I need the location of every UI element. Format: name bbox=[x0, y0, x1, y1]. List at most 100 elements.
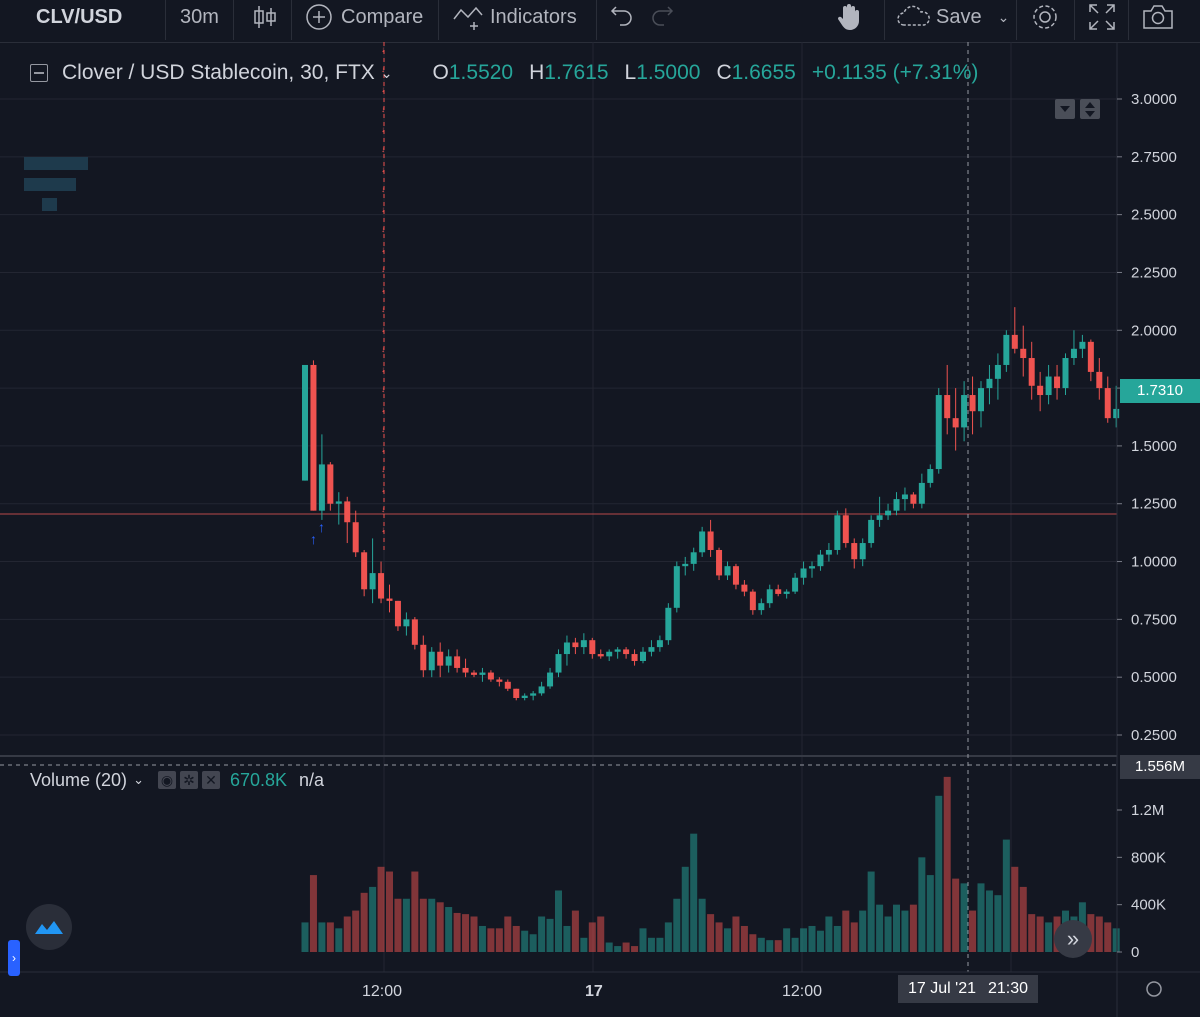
collapse-legend-icon[interactable] bbox=[30, 64, 48, 82]
sell-arrow-marker: ↓ bbox=[381, 325, 385, 334]
volume-bar bbox=[791, 937, 799, 952]
candle-body bbox=[792, 577, 799, 592]
candle-body bbox=[1113, 408, 1120, 419]
chart-area[interactable]: ↑ ↑ ↓ ↓ ↓ ↓ ↓ ↓ ↓ ↓ ↓ ↓ ↓ ↓ ↓ ↓ ↓ ↓ ↓ ↓ ↓ ↓ ↓ ↓ ↓ ↓ ↓ 3.0000 2.75… bbox=[0, 42, 1200, 1017]
candle-body bbox=[1096, 371, 1103, 389]
scroll-to-realtime-button[interactable]: » bbox=[1054, 920, 1092, 958]
candle-body bbox=[910, 494, 917, 504]
collapse-icon bbox=[1060, 106, 1070, 112]
sell-arrow-marker: ↓ bbox=[381, 85, 385, 94]
sell-arrow-marker: ↓ bbox=[381, 245, 385, 254]
price-tick-label: 2.5000 bbox=[1131, 207, 1177, 224]
axis-settings-gear-icon[interactable] bbox=[1146, 981, 1162, 997]
candle-body bbox=[690, 552, 697, 564]
volume-bar bbox=[842, 910, 850, 952]
gear-icon bbox=[1033, 5, 1057, 29]
redo-button[interactable] bbox=[650, 0, 674, 34]
candle-body bbox=[445, 656, 452, 666]
indicators-button[interactable]: Indicators bbox=[452, 0, 577, 34]
high-value: 1.7615 bbox=[544, 61, 609, 84]
volume-bar bbox=[774, 940, 782, 952]
symbol-title[interactable]: Clover / USD Stablecoin, 30, FTX bbox=[62, 61, 375, 84]
candle-body bbox=[538, 686, 545, 694]
volume-bar bbox=[428, 898, 436, 952]
volume-bar bbox=[495, 928, 503, 952]
price-tick-label: 0.7500 bbox=[1131, 611, 1177, 628]
candle-body bbox=[825, 549, 832, 555]
chart-type-button[interactable] bbox=[250, 0, 280, 34]
gear-icon[interactable]: ✲ bbox=[179, 771, 198, 789]
volume-bar bbox=[343, 916, 351, 952]
candle-body bbox=[783, 591, 790, 594]
candle-body bbox=[580, 640, 587, 648]
candle-body bbox=[471, 672, 477, 675]
reorder-icon[interactable] bbox=[1080, 99, 1100, 119]
close-icon[interactable]: ✕ bbox=[201, 771, 220, 789]
chevron-down-icon[interactable]: ⌄ bbox=[997, 8, 1010, 25]
fullscreen-button[interactable] bbox=[1088, 0, 1116, 34]
candle-body bbox=[859, 543, 866, 560]
candle-body bbox=[665, 607, 672, 641]
close-value: 1.6655 bbox=[731, 61, 796, 84]
candle-body bbox=[310, 364, 317, 511]
volume-title[interactable]: Volume (20) bbox=[30, 769, 128, 790]
expand-sidebar-button[interactable]: › bbox=[8, 940, 20, 976]
change-value: +0.1135 (+7.31%) bbox=[811, 61, 979, 84]
undo-button[interactable] bbox=[610, 0, 634, 34]
divider bbox=[291, 0, 292, 40]
sell-arrow-marker: ↓ bbox=[381, 405, 385, 414]
candle-body bbox=[893, 499, 900, 511]
candle-body bbox=[606, 651, 613, 657]
snapshot-button[interactable] bbox=[1142, 0, 1174, 34]
volume-bar bbox=[664, 922, 672, 952]
eye-icon[interactable]: ◉ bbox=[157, 771, 176, 789]
candle-body bbox=[800, 568, 807, 578]
volume-bar bbox=[419, 898, 427, 952]
volume-bar bbox=[647, 937, 655, 952]
save-button[interactable]: Save ⌄ bbox=[896, 0, 1009, 34]
high-key: H bbox=[529, 61, 545, 84]
sell-arrow-marker: ↓ bbox=[381, 285, 385, 294]
candle-body bbox=[437, 651, 444, 666]
candle-body bbox=[335, 501, 342, 504]
volume-bar bbox=[445, 907, 453, 952]
volume-bar bbox=[977, 883, 985, 952]
volume-bar bbox=[859, 910, 867, 952]
volume-bar bbox=[580, 937, 588, 952]
candle-body bbox=[420, 644, 427, 671]
volume-bar bbox=[732, 916, 740, 952]
volume-tick-label: 400K bbox=[1131, 897, 1166, 914]
price-axis[interactable]: 3.00002.75002.50002.25002.00001.75001.50… bbox=[1117, 91, 1177, 744]
volume-bar bbox=[833, 925, 841, 952]
sell-arrow-marker: ↓ bbox=[381, 445, 385, 454]
price-tick-label: 3.0000 bbox=[1131, 91, 1177, 108]
candle-body bbox=[369, 573, 376, 590]
candle-body bbox=[1011, 334, 1018, 349]
symbol-search-button[interactable]: CLV/USD bbox=[36, 0, 122, 34]
volume-bar bbox=[631, 946, 639, 952]
divider bbox=[884, 0, 885, 40]
tradingview-logo-icon[interactable] bbox=[26, 904, 72, 950]
volume-bar bbox=[893, 904, 900, 952]
hand-tool-button[interactable] bbox=[836, 0, 862, 34]
chevron-down-icon[interactable]: ⌄ bbox=[380, 64, 393, 81]
volume-bar bbox=[935, 795, 943, 952]
settings-button[interactable] bbox=[1030, 0, 1060, 34]
volume-bar bbox=[673, 898, 681, 952]
sell-arrow-marker: ↓ bbox=[381, 65, 385, 74]
volume-bar bbox=[724, 928, 731, 952]
mountain-icon bbox=[35, 921, 63, 934]
compare-label: Compare bbox=[341, 5, 424, 28]
volume-bar bbox=[969, 910, 977, 952]
interval-button[interactable]: 30m bbox=[180, 0, 219, 34]
candle-body bbox=[487, 672, 494, 680]
candle-body bbox=[589, 640, 596, 655]
volume-bar bbox=[681, 866, 689, 952]
divider bbox=[1128, 0, 1129, 40]
compare-button[interactable]: Compare bbox=[305, 0, 423, 34]
volume-bar bbox=[766, 940, 774, 952]
chevron-down-icon[interactable]: ⌄ bbox=[133, 772, 144, 787]
sell-arrow-marker: ↓ bbox=[381, 525, 385, 534]
volume-bar bbox=[698, 898, 706, 952]
volume-bar bbox=[588, 922, 596, 952]
